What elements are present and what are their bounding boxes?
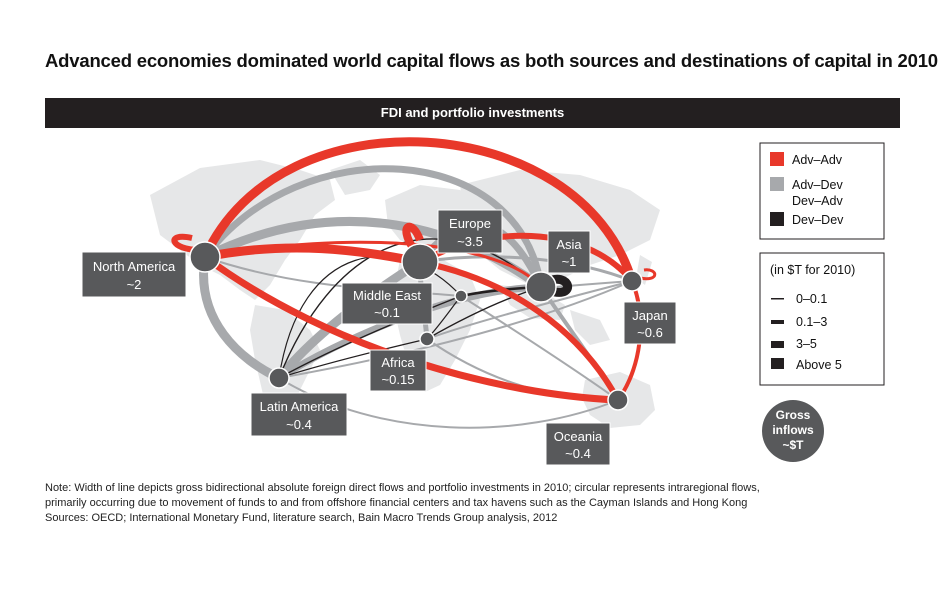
legend-swatch-dev-dev	[770, 212, 784, 226]
label-middle-east-value: ~0.1	[374, 305, 400, 320]
region-nodes	[189, 241, 643, 411]
gross-line-1: Gross	[776, 408, 811, 422]
node-europe	[401, 243, 439, 281]
label-europe-value: ~3.5	[457, 234, 483, 249]
gross-line-2: inflows	[772, 423, 814, 437]
label-asia: Asia ~1	[547, 230, 591, 274]
legend-width-swatch-1	[771, 298, 784, 300]
flow-africa-latam-black	[278, 338, 428, 379]
label-latin-america-name: Latin America	[260, 399, 340, 414]
legend-swatch-adv-dev	[770, 177, 784, 191]
label-europe-name: Europe	[449, 216, 491, 231]
legend-width-swatch-2	[771, 320, 784, 324]
label-africa: Africa ~0.15	[369, 349, 427, 392]
label-africa-value: ~0.15	[382, 372, 415, 387]
legend-width-swatch-4	[771, 358, 784, 369]
legend-width-label-3: 3–5	[796, 337, 817, 351]
label-japan-value: ~0.6	[637, 325, 663, 340]
label-latin-america-value: ~0.4	[286, 417, 312, 432]
label-oceania-value: ~0.4	[565, 446, 591, 461]
label-asia-name: Asia	[556, 237, 582, 252]
legend-width-label-1: 0–0.1	[796, 292, 827, 306]
label-middle-east: Middle East ~0.1	[341, 282, 433, 325]
node-middle-east	[454, 289, 468, 303]
chart-title: Advanced economies dominated world capit…	[45, 50, 938, 71]
legend-label-adv-adv: Adv–Adv	[792, 153, 843, 167]
flow-japan-africa-grey	[426, 280, 633, 340]
legend-label-dev-dev: Dev–Dev	[792, 213, 844, 227]
footnote-line-3: Sources: OECD; International Monetary Fu…	[45, 512, 558, 524]
flow-na-japan-top-red	[200, 137, 637, 286]
label-europe: Europe ~3.5	[437, 209, 503, 254]
flow-latam-me-arc-black	[278, 256, 462, 379]
flow-na-latam-grey	[199, 252, 284, 383]
label-north-america-value: ~2	[127, 277, 142, 292]
node-africa	[419, 331, 435, 347]
legend-swatch-adv-adv	[770, 152, 784, 166]
label-africa-name: Africa	[381, 355, 415, 370]
section-banner: FDI and portfolio investments	[45, 98, 900, 128]
gross-line-3: ~$T	[782, 438, 804, 452]
legend-label-dev-adv: Dev–Adv	[792, 194, 843, 208]
node-latin-america	[268, 367, 290, 389]
flow-asia-latam-black	[278, 238, 542, 379]
loop-japan	[639, 268, 657, 281]
label-asia-value: ~1	[562, 254, 577, 269]
flow-eu-japan-grey	[418, 255, 634, 283]
flow-eu-oceania-red	[417, 259, 621, 403]
flow-me-latam-black	[278, 295, 462, 379]
legend-gross-inflows: Gross inflows ~$T	[762, 400, 824, 462]
region-labels: North America ~2 Europe ~3.5 Asia ~1 Mid…	[81, 209, 677, 466]
label-middle-east-name: Middle East	[353, 288, 421, 303]
legend-width-title: (in $T for 2010)	[770, 263, 855, 277]
legend-flow-types: Adv–Adv Adv–Dev Dev–Adv Dev–Dev	[759, 142, 885, 240]
loop-europe	[402, 222, 424, 251]
node-north-america	[189, 241, 221, 273]
node-japan	[621, 270, 643, 292]
legend-width-swatch-3	[771, 341, 784, 348]
label-oceania-name: Oceania	[554, 429, 603, 444]
legend-width-label-4: Above 5	[796, 358, 842, 372]
legend-widths: (in $T for 2010) 0–0.1 0.1–3 3–5 Above 5	[759, 252, 885, 386]
flow-eu-latam-grey	[274, 257, 425, 383]
legend-label-adv-dev: Adv–Dev	[792, 178, 843, 192]
label-japan-name: Japan	[632, 308, 667, 323]
footnote-line-2: primarily occurring due to movement of f…	[45, 497, 748, 509]
label-japan: Japan ~0.6	[623, 301, 677, 345]
flow-me-oceania-grey	[460, 295, 619, 401]
footnote-line-1: Note: Width of line depicts gross bidire…	[45, 482, 760, 494]
label-latin-america: Latin America ~0.4	[250, 392, 348, 437]
label-oceania: Oceania ~0.4	[545, 422, 611, 466]
node-oceania	[607, 389, 629, 411]
label-north-america: North America ~2	[81, 251, 187, 298]
footnote: Note: Width of line depicts gross bidire…	[45, 481, 905, 526]
label-north-america-name: North America	[93, 259, 176, 274]
legend-width-label-2: 0.1–3	[796, 315, 827, 329]
node-asia	[525, 271, 557, 303]
flow-japan-latam-grey	[278, 280, 633, 379]
